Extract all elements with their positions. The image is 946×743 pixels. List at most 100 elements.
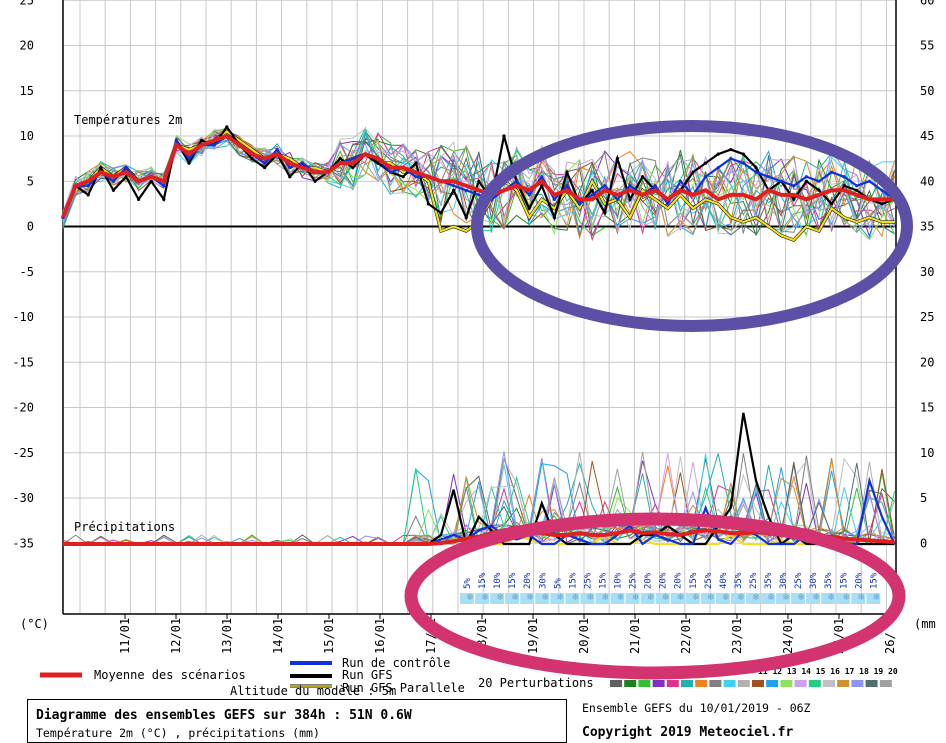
left-axis-unit: (°C) <box>20 617 49 631</box>
precip-prob-label: 5% <box>463 578 473 589</box>
series-point <box>540 175 544 179</box>
precip-prob-label: 15% <box>689 572 699 589</box>
series-point <box>515 179 519 183</box>
series-point <box>351 157 355 161</box>
series-point <box>842 175 846 179</box>
series-point <box>628 184 632 188</box>
perturbation-swatch <box>610 680 622 687</box>
precip-prob-snow-icon: ❄ <box>692 593 700 603</box>
series-point <box>590 188 594 192</box>
series-point <box>767 175 771 179</box>
info-title: Diagramme des ensembles GEFS sur 384h : … <box>36 708 412 723</box>
left-tick-label: 5 <box>27 174 34 188</box>
precip-prob-snow-icon: ❄ <box>767 593 775 603</box>
precip-prob-snow-icon: ❄ <box>797 593 805 603</box>
perturbation-swatch <box>823 680 835 687</box>
precip-prob-cell <box>791 593 806 604</box>
precip-prob-cell <box>640 593 655 604</box>
series-point <box>452 184 456 188</box>
series-point <box>653 184 657 188</box>
perturbation-swatch <box>624 680 637 687</box>
left-tick-label: -15 <box>12 355 34 369</box>
precip-prob-snow-icon: ❄ <box>662 593 670 603</box>
right-tick-label: 15 <box>920 401 934 415</box>
precip-prob-cell <box>776 593 791 604</box>
series-point <box>754 170 758 174</box>
series-point <box>578 202 582 206</box>
series-point <box>401 175 405 179</box>
precip-prob-label: 25% <box>629 572 639 589</box>
precip-prob-snow-icon: ❄ <box>632 593 640 603</box>
series-point <box>300 161 304 165</box>
perturbation-swatch <box>652 680 665 687</box>
precip-prob-cell <box>565 593 580 604</box>
series-point <box>313 179 317 183</box>
left-axis-ticks: 25 20 15 10 5 0 -5 -10 -15 -20 -25 -30 -35 <box>12 0 34 550</box>
precip-prob-cell <box>520 593 535 604</box>
series-point <box>225 125 229 129</box>
precip-prob-snow-icon: ❄ <box>842 593 850 603</box>
right-tick-label: 35 <box>920 220 934 234</box>
perturbation-swatch <box>808 680 821 687</box>
legend-gfs-parallel-label: Run GFS Parallele <box>342 681 465 695</box>
right-tick-label: 10 <box>920 446 934 460</box>
precipitation-panel-label: Précipitations <box>74 520 175 534</box>
perturbation-swatch <box>879 680 892 687</box>
x-tick-label: 20/01 <box>577 618 591 654</box>
right-tick-label: 20 <box>920 355 934 369</box>
x-tick-label: 26/ <box>883 632 897 654</box>
precip-prob-cell <box>475 593 490 604</box>
precip-prob-snow-icon: ❄ <box>722 593 730 603</box>
series-point <box>880 202 884 206</box>
precip-prob-snow-icon: ❄ <box>541 593 549 603</box>
series-point <box>376 161 380 165</box>
perturbation-swatch <box>681 680 693 687</box>
series-point <box>754 166 758 170</box>
precip-prob-cell <box>535 593 550 604</box>
series-point <box>678 179 683 183</box>
series-point <box>250 157 254 161</box>
precip-prob-snow-icon: ❄ <box>557 593 565 603</box>
precip-prob-cell <box>685 593 700 604</box>
series-point <box>716 152 720 156</box>
x-tick-label: 24/01 <box>781 618 795 654</box>
precip-prob-label: 30% <box>538 572 548 589</box>
legend-perturbations-label: 20 Perturbations <box>478 676 594 690</box>
series-point <box>174 138 178 143</box>
legend-mean-label: Moyenne des scénarios <box>94 668 246 682</box>
precip-prob-label: 15% <box>598 572 608 589</box>
series-point <box>691 170 695 174</box>
precip-prob-cell <box>655 593 670 604</box>
series-point <box>263 166 267 170</box>
series-point <box>464 215 468 220</box>
legend-gfs-label: Run GFS <box>342 668 393 682</box>
left-tick-label: -30 <box>12 491 34 505</box>
perturbation-swatch <box>794 680 807 687</box>
series-point <box>792 184 796 188</box>
x-tick-label: 21/01 <box>628 618 642 654</box>
precip-prob-cell <box>460 593 474 604</box>
precip-prob-snow-icon: ❄ <box>617 593 625 603</box>
precip-prob-label: 25% <box>794 572 804 589</box>
series-point <box>603 211 607 215</box>
right-tick-label: 60 <box>920 0 934 7</box>
x-tick-label: 16/01 <box>373 618 387 654</box>
precip-prob-snow-icon: ❄ <box>466 593 474 603</box>
left-tick-label: -35 <box>12 536 34 550</box>
series-point <box>452 188 456 192</box>
series-point <box>86 184 90 188</box>
precip-prob-label: 15% <box>839 572 849 589</box>
precip-prob-cell <box>761 593 775 604</box>
perturbation-swatch <box>851 680 864 687</box>
series-point <box>200 138 204 143</box>
series-point <box>603 184 607 188</box>
precip-prob-label: 25% <box>583 572 593 589</box>
precip-prob-label: 10% <box>493 572 503 589</box>
series-point <box>729 147 733 152</box>
precip-probability-row: ❄5%❄15%❄10%❄15%❄20%❄30%❄5%❄15%❄25%❄15%❄1… <box>460 572 881 604</box>
precip-prob-snow-icon: ❄ <box>587 593 595 603</box>
precip-prob-cell <box>821 593 836 604</box>
series-point <box>351 166 355 170</box>
precip-prob-cell <box>625 593 640 604</box>
purple-highlight-ellipse <box>471 120 913 332</box>
